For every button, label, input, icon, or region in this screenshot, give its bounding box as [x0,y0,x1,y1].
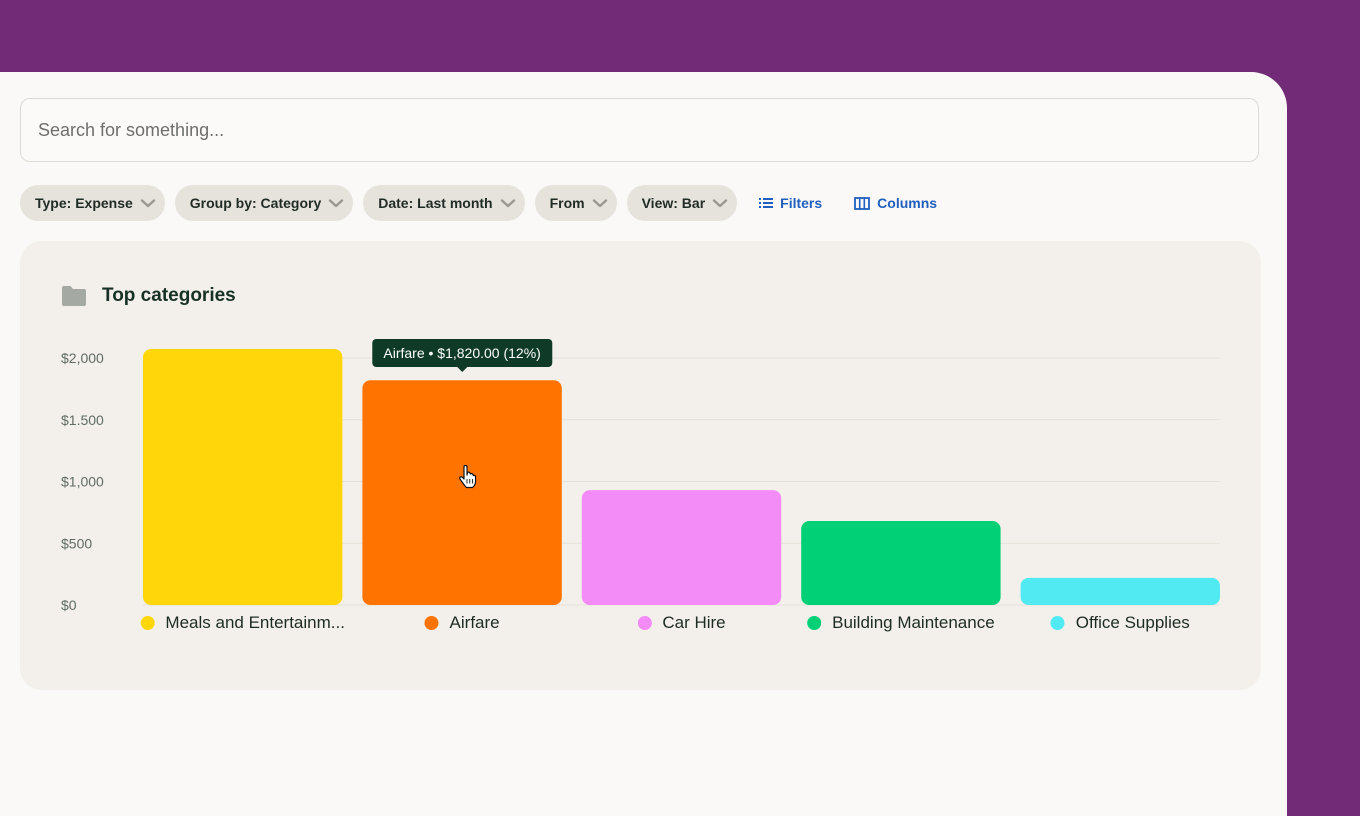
date-filter-label: Date: Last month [378,195,493,211]
bar-tooltip: Airfare • $1,820.00 (12%) [372,339,552,373]
from-filter-chip[interactable]: From [534,185,617,221]
chevron-down-icon [500,199,515,208]
legend-item[interactable]: Airfare [424,613,500,633]
legend-item[interactable]: Meals and Entertainm... [140,613,345,633]
chevron-down-icon [712,199,728,208]
tooltip-text: Airfare • $1,820.00 (12%) [383,345,541,362]
y-tick-label: $2,000 [61,350,104,366]
legend-label: Meals and Entertainm... [165,613,345,632]
search-bar[interactable] [20,98,1259,162]
legend-item[interactable]: Office Supplies [1050,613,1190,633]
legend-swatch [1050,616,1065,630]
folder-icon [62,286,86,306]
y-tick-label: $1.500 [61,412,104,428]
legend-swatch [424,616,439,630]
top-categories-card: $0 $500 $1,000 $1.500 $2,000 Top categories … [20,241,1261,690]
legend-item[interactable]: Car Hire [637,613,726,633]
date-filter-chip[interactable]: Date: Last month [363,185,525,221]
bar-2[interactable] [581,490,782,605]
view-filter-label: View: Bar [641,195,706,211]
chevron-down-icon [329,199,344,208]
legend-label: Car Hire [662,613,726,632]
group-by-chip[interactable]: Group by: Category [174,185,354,221]
legend-item[interactable]: Building Maintenance [807,613,995,633]
main-panel: Type: Expense Group by: Category Date: L… [0,72,1287,816]
filter-bar: Type: Expense Group by: Category Date: L… [20,185,957,221]
chevron-down-icon [592,199,607,208]
legend-label: Office Supplies [1075,613,1190,632]
card-title: Top categories [102,285,236,306]
filter-list-icon [759,198,774,208]
columns-icon [854,196,871,210]
search-input[interactable] [36,118,1258,142]
bar-3[interactable] [801,521,1001,605]
bar-0[interactable] [143,349,343,605]
legend-swatch [807,616,822,630]
bar-4[interactable] [1020,577,1220,605]
bar-1[interactable] [362,380,562,605]
chevron-down-icon [140,199,155,208]
legend-label: Building Maintenance [832,613,995,632]
legend-label: Airfare [449,613,500,632]
filters-button[interactable]: Filters [759,195,822,211]
y-tick-label: $1,000 [61,474,104,490]
y-tick-label: $500 [61,535,92,551]
bar-chart: $0 $500 $1,000 $1.500 $2,000 [61,349,1220,613]
type-filter-label: Type: Expense [35,195,133,211]
view-filter-chip[interactable]: View: Bar [626,185,738,221]
legend-swatch [637,616,652,630]
group-by-label: Group by: Category [189,195,322,211]
legend-swatch [140,616,155,630]
y-tick-label: $0 [61,597,77,613]
filters-label: Filters [780,195,823,211]
columns-label: Columns [877,195,938,211]
chart-legend: Meals and Entertainm... Airfare Car Hire Bu… [20,613,1261,643]
type-filter-chip[interactable]: Type: Expense [20,185,165,221]
card-header: Top categories [62,285,236,307]
hand-cursor-icon [459,465,477,489]
from-filter-label: From [549,195,585,211]
columns-button[interactable]: Columns [854,195,937,211]
